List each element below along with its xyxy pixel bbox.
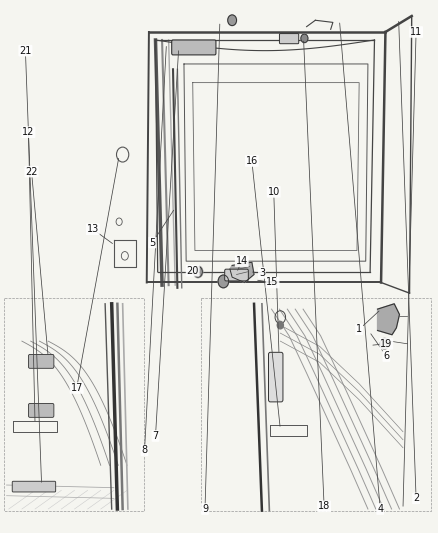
FancyBboxPatch shape xyxy=(12,481,56,492)
Text: 17: 17 xyxy=(71,383,83,393)
Text: 21: 21 xyxy=(19,46,32,55)
Circle shape xyxy=(277,321,283,329)
Text: 14: 14 xyxy=(236,256,248,266)
Text: 11: 11 xyxy=(410,27,422,37)
Text: 16: 16 xyxy=(246,156,258,166)
Text: 2: 2 xyxy=(413,494,419,503)
Text: 9: 9 xyxy=(202,504,208,514)
Circle shape xyxy=(193,266,203,278)
Text: 4: 4 xyxy=(377,504,383,514)
FancyBboxPatch shape xyxy=(28,354,54,368)
Text: 13: 13 xyxy=(87,224,99,234)
Text: 22: 22 xyxy=(25,167,38,176)
Text: 8: 8 xyxy=(141,446,148,455)
Text: 5: 5 xyxy=(149,238,155,247)
Text: 20: 20 xyxy=(187,266,199,276)
Circle shape xyxy=(218,275,229,288)
FancyBboxPatch shape xyxy=(28,403,54,417)
Text: 12: 12 xyxy=(22,127,35,137)
Polygon shape xyxy=(378,304,399,335)
Text: 1: 1 xyxy=(356,325,362,334)
Circle shape xyxy=(380,338,389,349)
Text: 15: 15 xyxy=(266,278,279,287)
Circle shape xyxy=(228,15,237,26)
Text: 7: 7 xyxy=(152,431,159,441)
Circle shape xyxy=(301,34,308,43)
FancyBboxPatch shape xyxy=(225,269,248,281)
Text: 3: 3 xyxy=(259,268,265,278)
Polygon shape xyxy=(230,262,254,282)
FancyBboxPatch shape xyxy=(172,40,216,55)
Text: 18: 18 xyxy=(318,502,330,511)
Text: 10: 10 xyxy=(268,187,280,197)
FancyBboxPatch shape xyxy=(268,352,283,402)
Text: 6: 6 xyxy=(383,351,389,361)
FancyBboxPatch shape xyxy=(279,34,299,44)
Text: 19: 19 xyxy=(380,339,392,349)
